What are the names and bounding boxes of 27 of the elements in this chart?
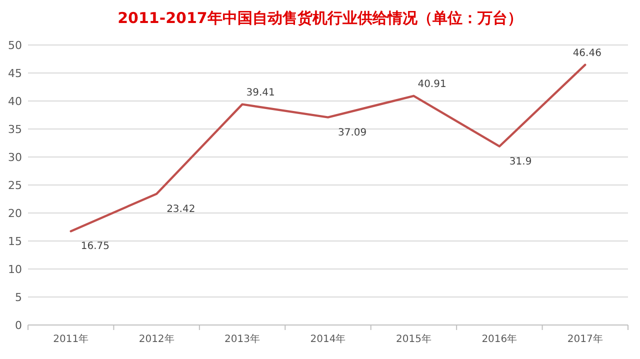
y-tick-label: 20 xyxy=(8,207,22,220)
y-tick-label: 45 xyxy=(8,67,22,80)
y-tick-label: 25 xyxy=(8,179,22,192)
x-tick-label: 2015年 xyxy=(396,333,432,345)
chart-title: 2011-2017年中国自动售货机行业供给情况（单位：万台） xyxy=(118,9,522,27)
data-label: 40.91 xyxy=(418,78,446,90)
y-tick-label: 50 xyxy=(8,39,22,52)
y-tick-label: 15 xyxy=(8,235,22,248)
y-tick-label: 40 xyxy=(8,95,22,108)
x-tick-label: 2011年 xyxy=(53,333,89,345)
y-tick-label: 35 xyxy=(8,123,22,136)
data-label: 16.75 xyxy=(80,241,110,252)
x-tick-label: 2013年 xyxy=(224,333,260,345)
data-label: 23.42 xyxy=(166,204,196,215)
y-tick-label: 10 xyxy=(8,263,22,276)
y-tick-label: 0 xyxy=(15,319,22,332)
data-label: 31.9 xyxy=(509,156,532,168)
data-label: 37.09 xyxy=(338,127,367,138)
data-label: 46.46 xyxy=(572,48,602,59)
line-series xyxy=(70,64,586,232)
data-label: 39.41 xyxy=(246,87,275,98)
y-tick-label: 30 xyxy=(8,151,22,164)
x-tick-label: 2012年 xyxy=(138,333,174,345)
x-tick-label: 2016年 xyxy=(482,333,518,345)
x-tick-label: 2017年 xyxy=(567,333,603,345)
y-tick-label: 5 xyxy=(15,291,22,304)
x-tick-label: 2014年 xyxy=(310,333,346,345)
